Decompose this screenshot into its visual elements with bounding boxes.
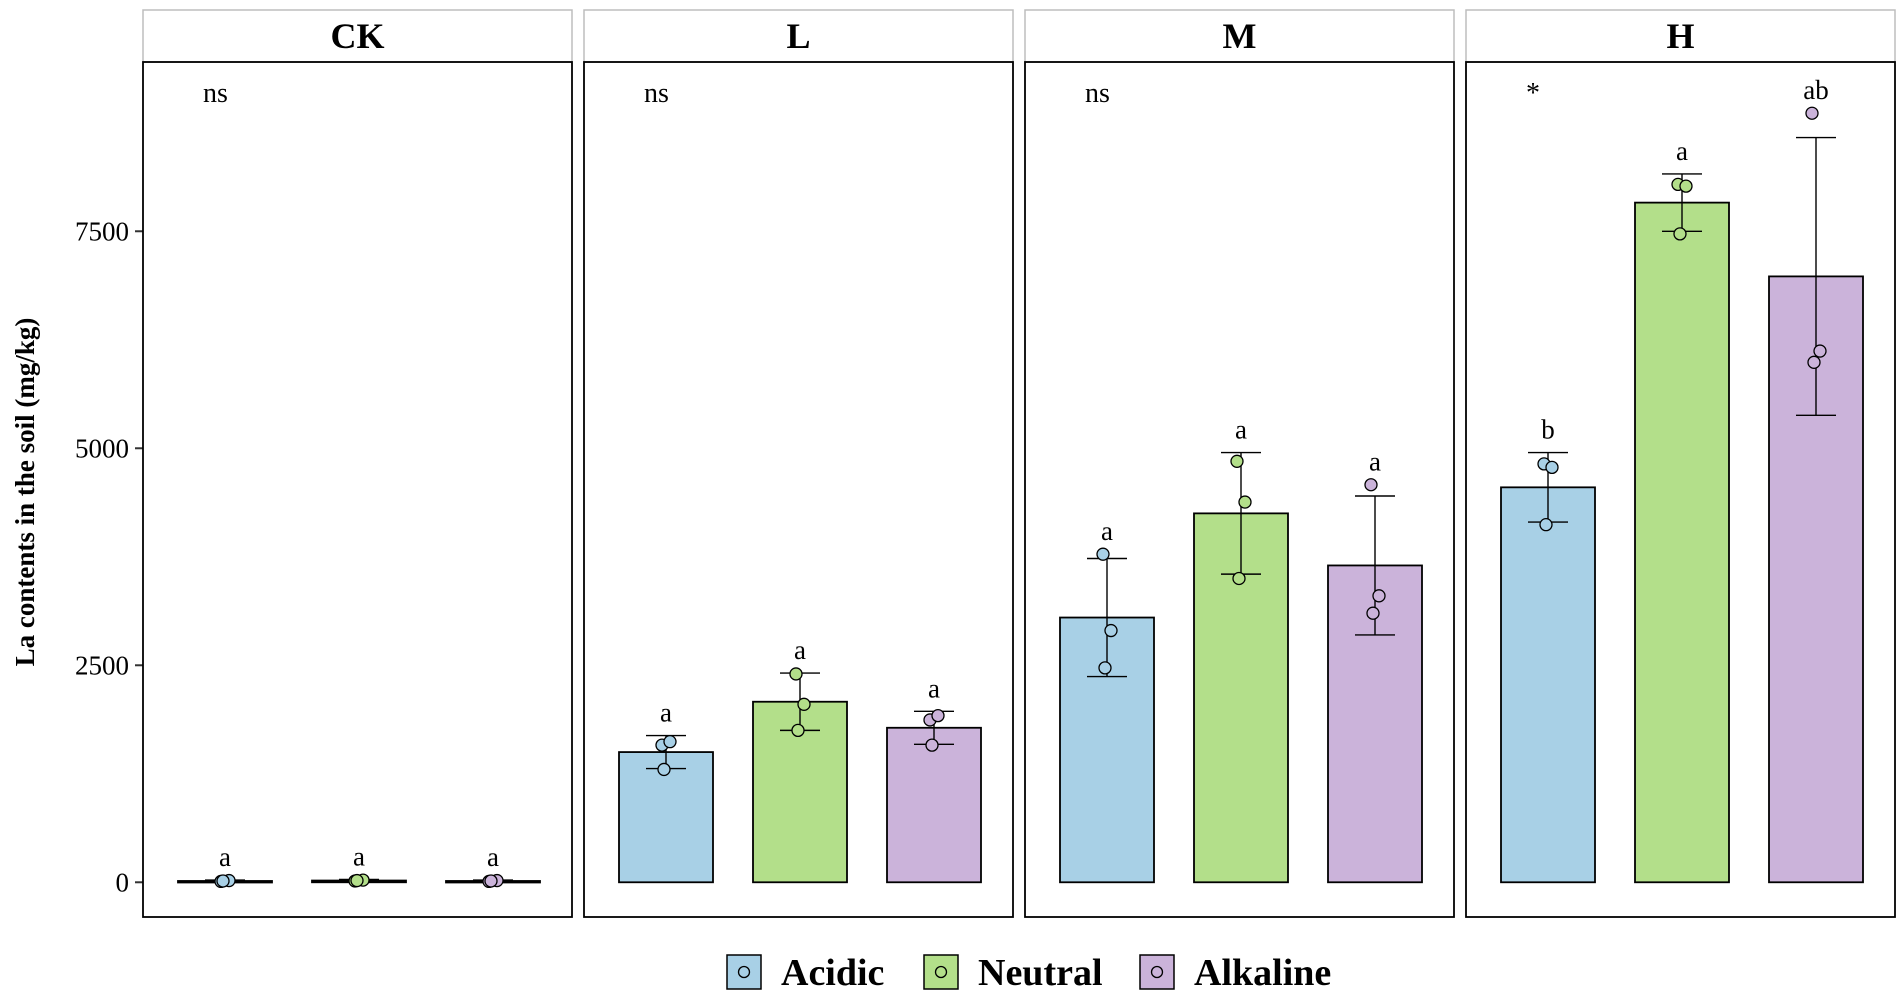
legend-label: Acidic <box>781 952 884 994</box>
sample-point <box>1104 623 1118 638</box>
panel-border <box>1465 61 1896 918</box>
significance-letter: ab <box>1803 75 1828 105</box>
facet-panels: CK ns a a a Lns a a a Mns a a a H * b a ab <box>142 9 1896 918</box>
facet-strip <box>1465 9 1896 63</box>
bar-group-acidic: b <box>1500 415 1596 884</box>
bar-group-alkaline: a <box>1327 447 1423 884</box>
facet-panel-m: Mns a a a <box>1024 9 1455 918</box>
y-axis-label: La contents in the soil (mg/kg) <box>10 318 40 667</box>
sample-point <box>350 873 364 888</box>
bar-group-alkaline: a <box>445 842 541 889</box>
significance-letter: a <box>1101 516 1113 546</box>
significance-label: ns <box>203 78 228 109</box>
significance-letter: a <box>219 842 231 872</box>
legend-key-point <box>1150 965 1164 979</box>
legend-item-alkaline: Alkaline <box>1139 952 1331 994</box>
bar-group-acidic: a <box>1059 516 1155 884</box>
sample-point <box>1673 227 1687 241</box>
legend-key-point <box>934 965 948 979</box>
sample-point <box>789 667 803 681</box>
significance-letter: a <box>1235 415 1247 445</box>
sample-point <box>663 735 677 749</box>
y-tick-label: 5000 <box>75 433 129 463</box>
y-tick-label: 0 <box>116 867 130 897</box>
sample-point <box>1813 344 1827 358</box>
legend-item-acidic: Acidic <box>726 952 884 994</box>
sample-point <box>484 874 498 888</box>
significance-label: ns <box>1085 78 1110 109</box>
sample-point <box>1098 661 1112 675</box>
panel-border <box>142 61 573 918</box>
y-tick-label: 7500 <box>75 216 129 246</box>
sample-point <box>797 697 811 711</box>
sample-point <box>1096 547 1110 561</box>
sample-point <box>1366 606 1380 620</box>
legend-label: Neutral <box>978 952 1103 994</box>
bar-group-neutral: a <box>311 842 407 888</box>
facet-panel-h: H * b a ab <box>1465 9 1896 918</box>
facet-title: H <box>1666 16 1694 56</box>
sample-point <box>1238 495 1252 509</box>
bar-group-neutral: a <box>1634 136 1730 884</box>
bar <box>1634 201 1730 884</box>
facet-strip <box>142 9 573 63</box>
bar-group-alkaline: a <box>886 673 982 884</box>
significance-letter: a <box>794 635 806 665</box>
sample-point <box>1807 355 1821 369</box>
significance-letter: a <box>1676 136 1688 166</box>
significance-letter: a <box>928 673 940 703</box>
significance-label: ns <box>644 78 669 109</box>
legend-label: Alkaline <box>1194 952 1331 994</box>
facet-panel-l: Lns a a a <box>583 9 1014 918</box>
legend: Acidic Neutral Alkaline <box>726 952 1331 994</box>
facet-title: CK <box>331 16 385 56</box>
significance-letter: a <box>487 842 499 872</box>
facet-strip <box>1024 9 1455 63</box>
sample-point <box>1805 106 1819 120</box>
legend-item-neutral: Neutral <box>923 952 1103 994</box>
bar-group-acidic: a <box>618 698 714 884</box>
bar-group-acidic: a <box>177 842 273 889</box>
panel-border <box>1024 61 1455 918</box>
significance-letter: a <box>353 842 365 872</box>
facet-title: M <box>1223 16 1257 56</box>
sample-point <box>1230 454 1244 468</box>
legend-key-point <box>737 965 751 979</box>
sample-point <box>1539 518 1553 532</box>
sample-point <box>931 708 945 723</box>
sample-point <box>791 723 805 738</box>
bar <box>1500 486 1596 884</box>
y-axis: 0 2500 5000 7500 <box>75 216 143 897</box>
sample-point <box>216 874 230 888</box>
sample-point <box>1372 589 1386 603</box>
sample-point <box>657 762 671 777</box>
bar <box>886 726 982 884</box>
sample-point <box>925 738 939 752</box>
facet-title: L <box>786 16 810 56</box>
bar-group-alkaline: ab <box>1768 75 1864 884</box>
significance-letter: b <box>1541 415 1555 445</box>
bar-group-neutral: a <box>1193 415 1289 884</box>
facet-panel-ck: CK ns a a a <box>142 9 573 918</box>
sample-point <box>1679 179 1693 193</box>
panel-border <box>583 61 1014 918</box>
y-tick-label: 2500 <box>75 650 129 680</box>
significance-letter: a <box>660 698 672 728</box>
sample-point <box>1232 571 1246 586</box>
significance-label: * <box>1526 78 1540 109</box>
facet-strip <box>583 9 1014 63</box>
bar-group-neutral: a <box>752 635 848 884</box>
sample-point <box>1364 478 1378 492</box>
significance-letter: a <box>1369 447 1381 477</box>
sample-point <box>1545 460 1559 475</box>
